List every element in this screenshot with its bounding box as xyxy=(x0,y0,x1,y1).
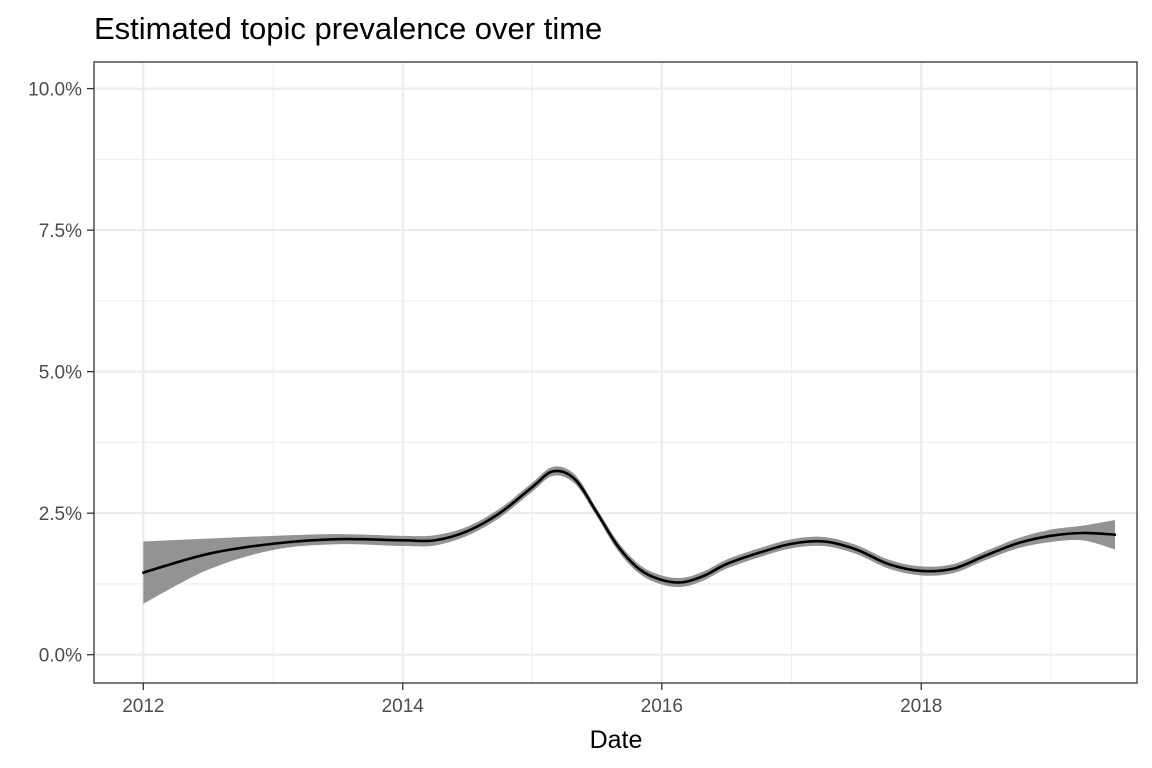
x-axis-title: Date xyxy=(590,726,643,754)
y-tick-label: 10.0% xyxy=(28,80,82,101)
y-axis: 0.0% 2.5% 5.0% 7.5% 10.0% xyxy=(28,80,94,667)
confidence-band xyxy=(143,466,1115,604)
x-tick-label: 2012 xyxy=(122,696,164,717)
y-tick-label: 0.0% xyxy=(39,646,82,667)
x-tick-label: 2014 xyxy=(382,696,425,717)
panel-border xyxy=(93,61,1138,684)
x-tick-label: 2018 xyxy=(900,696,942,717)
x-axis: 2012 2014 2016 2018 xyxy=(122,683,942,717)
chart-title: Estimated topic prevalence over time xyxy=(94,11,602,46)
confidence-band-layer xyxy=(143,466,1115,604)
y-tick-label: 5.0% xyxy=(39,363,82,384)
y-tick-label: 7.5% xyxy=(39,221,82,242)
panel-border-layer xyxy=(93,61,1138,684)
x-tick-label: 2016 xyxy=(641,696,683,717)
trend-line-layer xyxy=(142,469,1117,584)
y-tick-label: 2.5% xyxy=(39,504,82,525)
trend-line xyxy=(142,469,1117,584)
